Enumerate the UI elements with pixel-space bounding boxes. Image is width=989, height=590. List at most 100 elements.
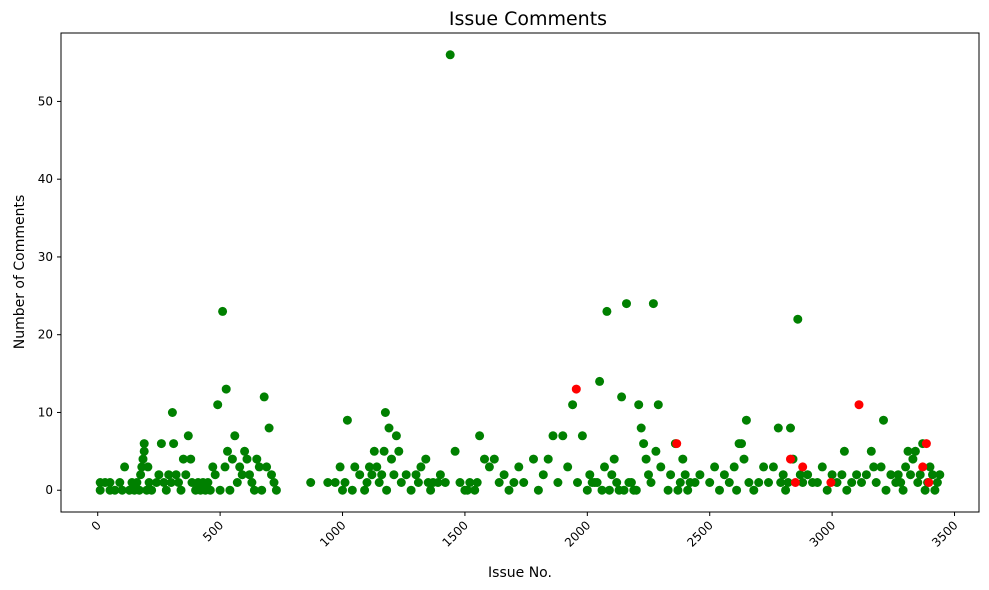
data-point-green: [330, 478, 340, 487]
data-point-green: [227, 454, 237, 464]
data-point-green: [208, 462, 218, 472]
data-point-green: [167, 408, 177, 417]
data-point-green: [134, 485, 144, 495]
data-point-green: [484, 462, 494, 472]
data-point-green: [592, 478, 602, 487]
data-point-green: [879, 415, 888, 425]
data-point-green: [455, 478, 465, 487]
data-point-green: [372, 462, 382, 472]
data-point-green: [729, 462, 739, 472]
data-point-green: [384, 423, 394, 433]
data-point-green: [786, 423, 795, 433]
data-point-green: [675, 478, 685, 487]
y-axis-ticks: 0 10 20 30 40 50: [38, 94, 61, 497]
data-point-green: [120, 462, 130, 472]
data-point-green: [852, 470, 862, 480]
data-point-green: [391, 431, 401, 441]
data-point-green: [360, 485, 370, 495]
data-point-green: [715, 485, 724, 495]
data-point-green: [494, 478, 504, 487]
data-point-green: [401, 470, 411, 480]
data-point-green: [577, 431, 587, 441]
data-point-green: [529, 454, 538, 464]
data-point-green: [861, 470, 871, 480]
data-point-green: [666, 470, 676, 480]
data-point-red: [571, 384, 581, 394]
data-point-green: [773, 423, 783, 433]
data-point-green: [533, 485, 543, 495]
data-point-green: [382, 485, 392, 495]
data-point-green: [144, 478, 154, 487]
data-point-green: [489, 454, 499, 464]
data-point-green: [462, 485, 472, 495]
data-point-green: [812, 478, 822, 487]
data-point-green: [262, 462, 272, 472]
data-point-green: [472, 478, 482, 487]
x-tick-label: 3000: [807, 518, 838, 549]
data-point-green: [604, 485, 614, 495]
data-point-green: [690, 478, 700, 487]
data-point-green: [323, 478, 333, 487]
data-point-green: [159, 478, 169, 487]
data-point-green: [143, 462, 153, 472]
data-point-green: [139, 446, 149, 456]
data-point-green: [663, 485, 673, 495]
data-point-green: [181, 470, 191, 480]
x-tick-label: 2000: [562, 518, 593, 549]
data-point-green: [156, 439, 166, 449]
x-axis-ticks: 0 500 1000 1500 2000 2500 3000 3500: [89, 512, 961, 550]
data-point-green: [242, 454, 252, 464]
data-point-green: [656, 462, 666, 472]
data-point-green: [230, 431, 240, 441]
data-point-green: [257, 485, 267, 495]
y-axis-label: Number of Comments: [12, 195, 28, 350]
data-point-green: [249, 485, 259, 495]
data-point-green: [152, 478, 161, 487]
data-point-green: [553, 478, 563, 487]
data-point-green: [232, 478, 242, 487]
data-point-green: [480, 454, 489, 464]
data-point-green: [475, 431, 485, 441]
x-tick-label: 1500: [440, 518, 471, 549]
data-point-green: [136, 470, 146, 480]
data-point-green: [509, 478, 519, 487]
data-point-green: [342, 415, 352, 425]
data-point-red: [826, 478, 836, 487]
x-tick-label: 0: [89, 518, 104, 533]
data-point-green: [920, 485, 930, 495]
data-point-green: [161, 485, 171, 495]
data-point-green: [619, 485, 629, 495]
data-point-green: [347, 485, 357, 495]
data-point-green: [739, 454, 749, 464]
data-point-green: [380, 408, 390, 417]
data-point-green: [218, 306, 228, 316]
data-point-green: [95, 485, 105, 495]
data-point-green: [138, 454, 148, 464]
data-point-green: [639, 439, 649, 449]
data-point-green: [377, 470, 387, 480]
data-point-green: [881, 485, 891, 495]
data-point-green: [781, 485, 791, 495]
data-point-green: [803, 470, 813, 480]
data-point-green: [710, 462, 720, 472]
data-point-green: [235, 462, 245, 472]
x-tick-label: 3500: [929, 518, 960, 549]
data-point-green: [421, 454, 431, 464]
data-point-green: [387, 454, 396, 464]
data-point-green: [259, 392, 269, 402]
data-point-green: [406, 485, 416, 495]
data-point-green: [622, 299, 631, 309]
data-point-green: [269, 478, 279, 487]
data-point-red: [854, 400, 864, 410]
data-point-green: [737, 439, 746, 449]
data-point-green: [759, 462, 769, 472]
data-point-green: [673, 485, 683, 495]
data-point-green: [617, 392, 627, 402]
data-point-green: [394, 446, 404, 456]
data-point-green: [910, 446, 920, 456]
y-tick-label: 30: [38, 250, 53, 264]
data-point-green: [245, 470, 254, 480]
data-point-green: [433, 478, 443, 487]
data-point-green: [396, 478, 406, 487]
data-point-green: [641, 454, 651, 464]
